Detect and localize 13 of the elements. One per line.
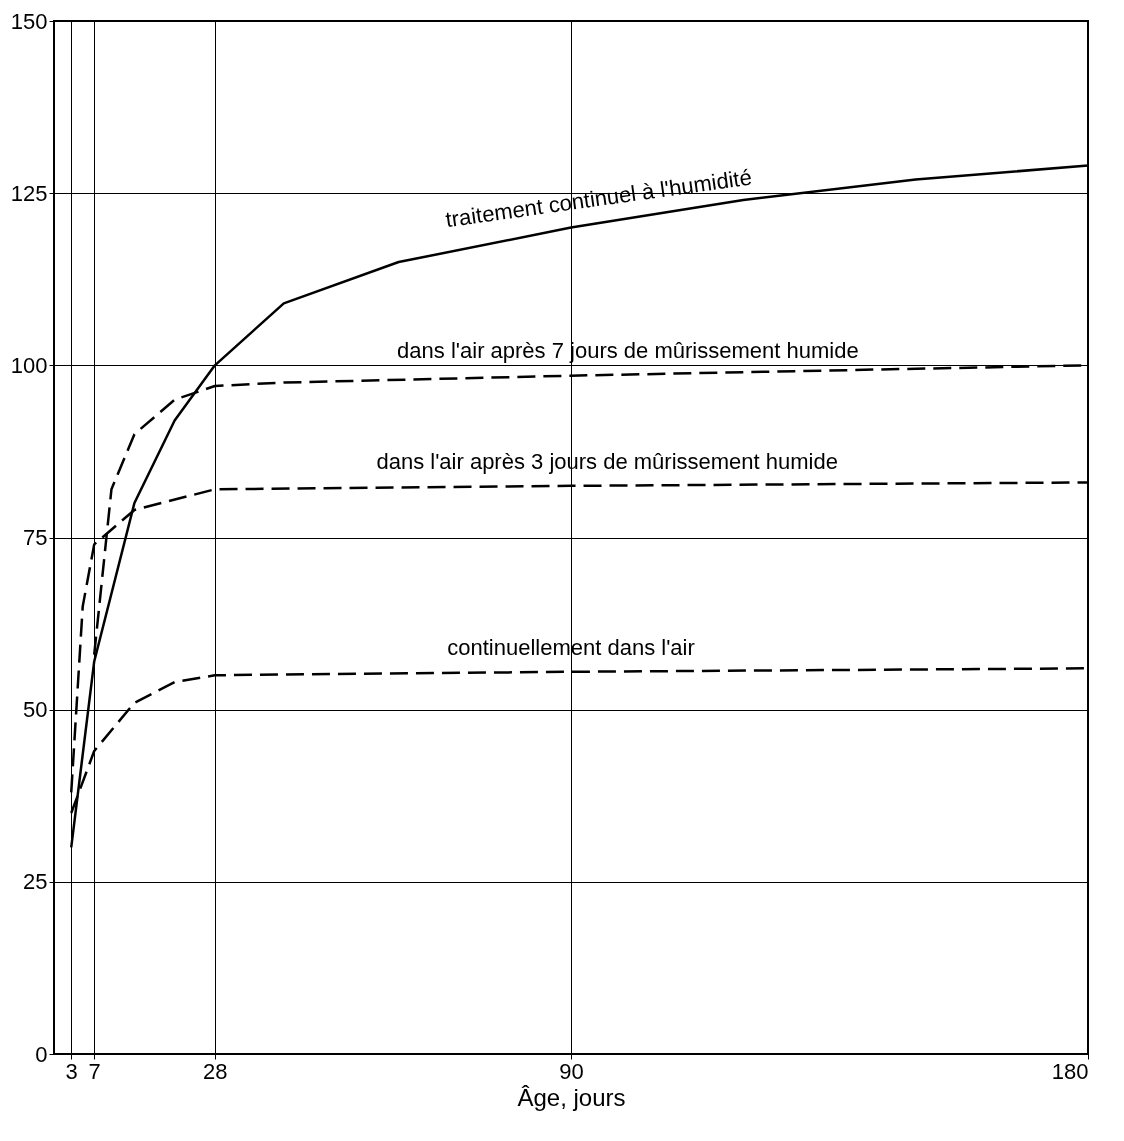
x-tick-label: 28 bbox=[203, 1058, 228, 1084]
x-axis-title: Âge, jours bbox=[517, 1083, 626, 1111]
y-tick-label: 75 bbox=[23, 525, 48, 550]
x-tick-label: 90 bbox=[559, 1058, 584, 1084]
x-tick-label: 7 bbox=[88, 1058, 101, 1084]
x-tick-label: 180 bbox=[1051, 1058, 1089, 1084]
y-tick-label: 125 bbox=[10, 180, 48, 206]
x-tick-label: 3 bbox=[65, 1058, 78, 1084]
y-tick-label: 0 bbox=[35, 1041, 48, 1067]
y-tick-label: 50 bbox=[23, 697, 48, 723]
y-tick-label: 100 bbox=[10, 352, 48, 378]
y-tick-label: 25 bbox=[23, 869, 48, 895]
y-tick-label: 150 bbox=[10, 8, 48, 34]
